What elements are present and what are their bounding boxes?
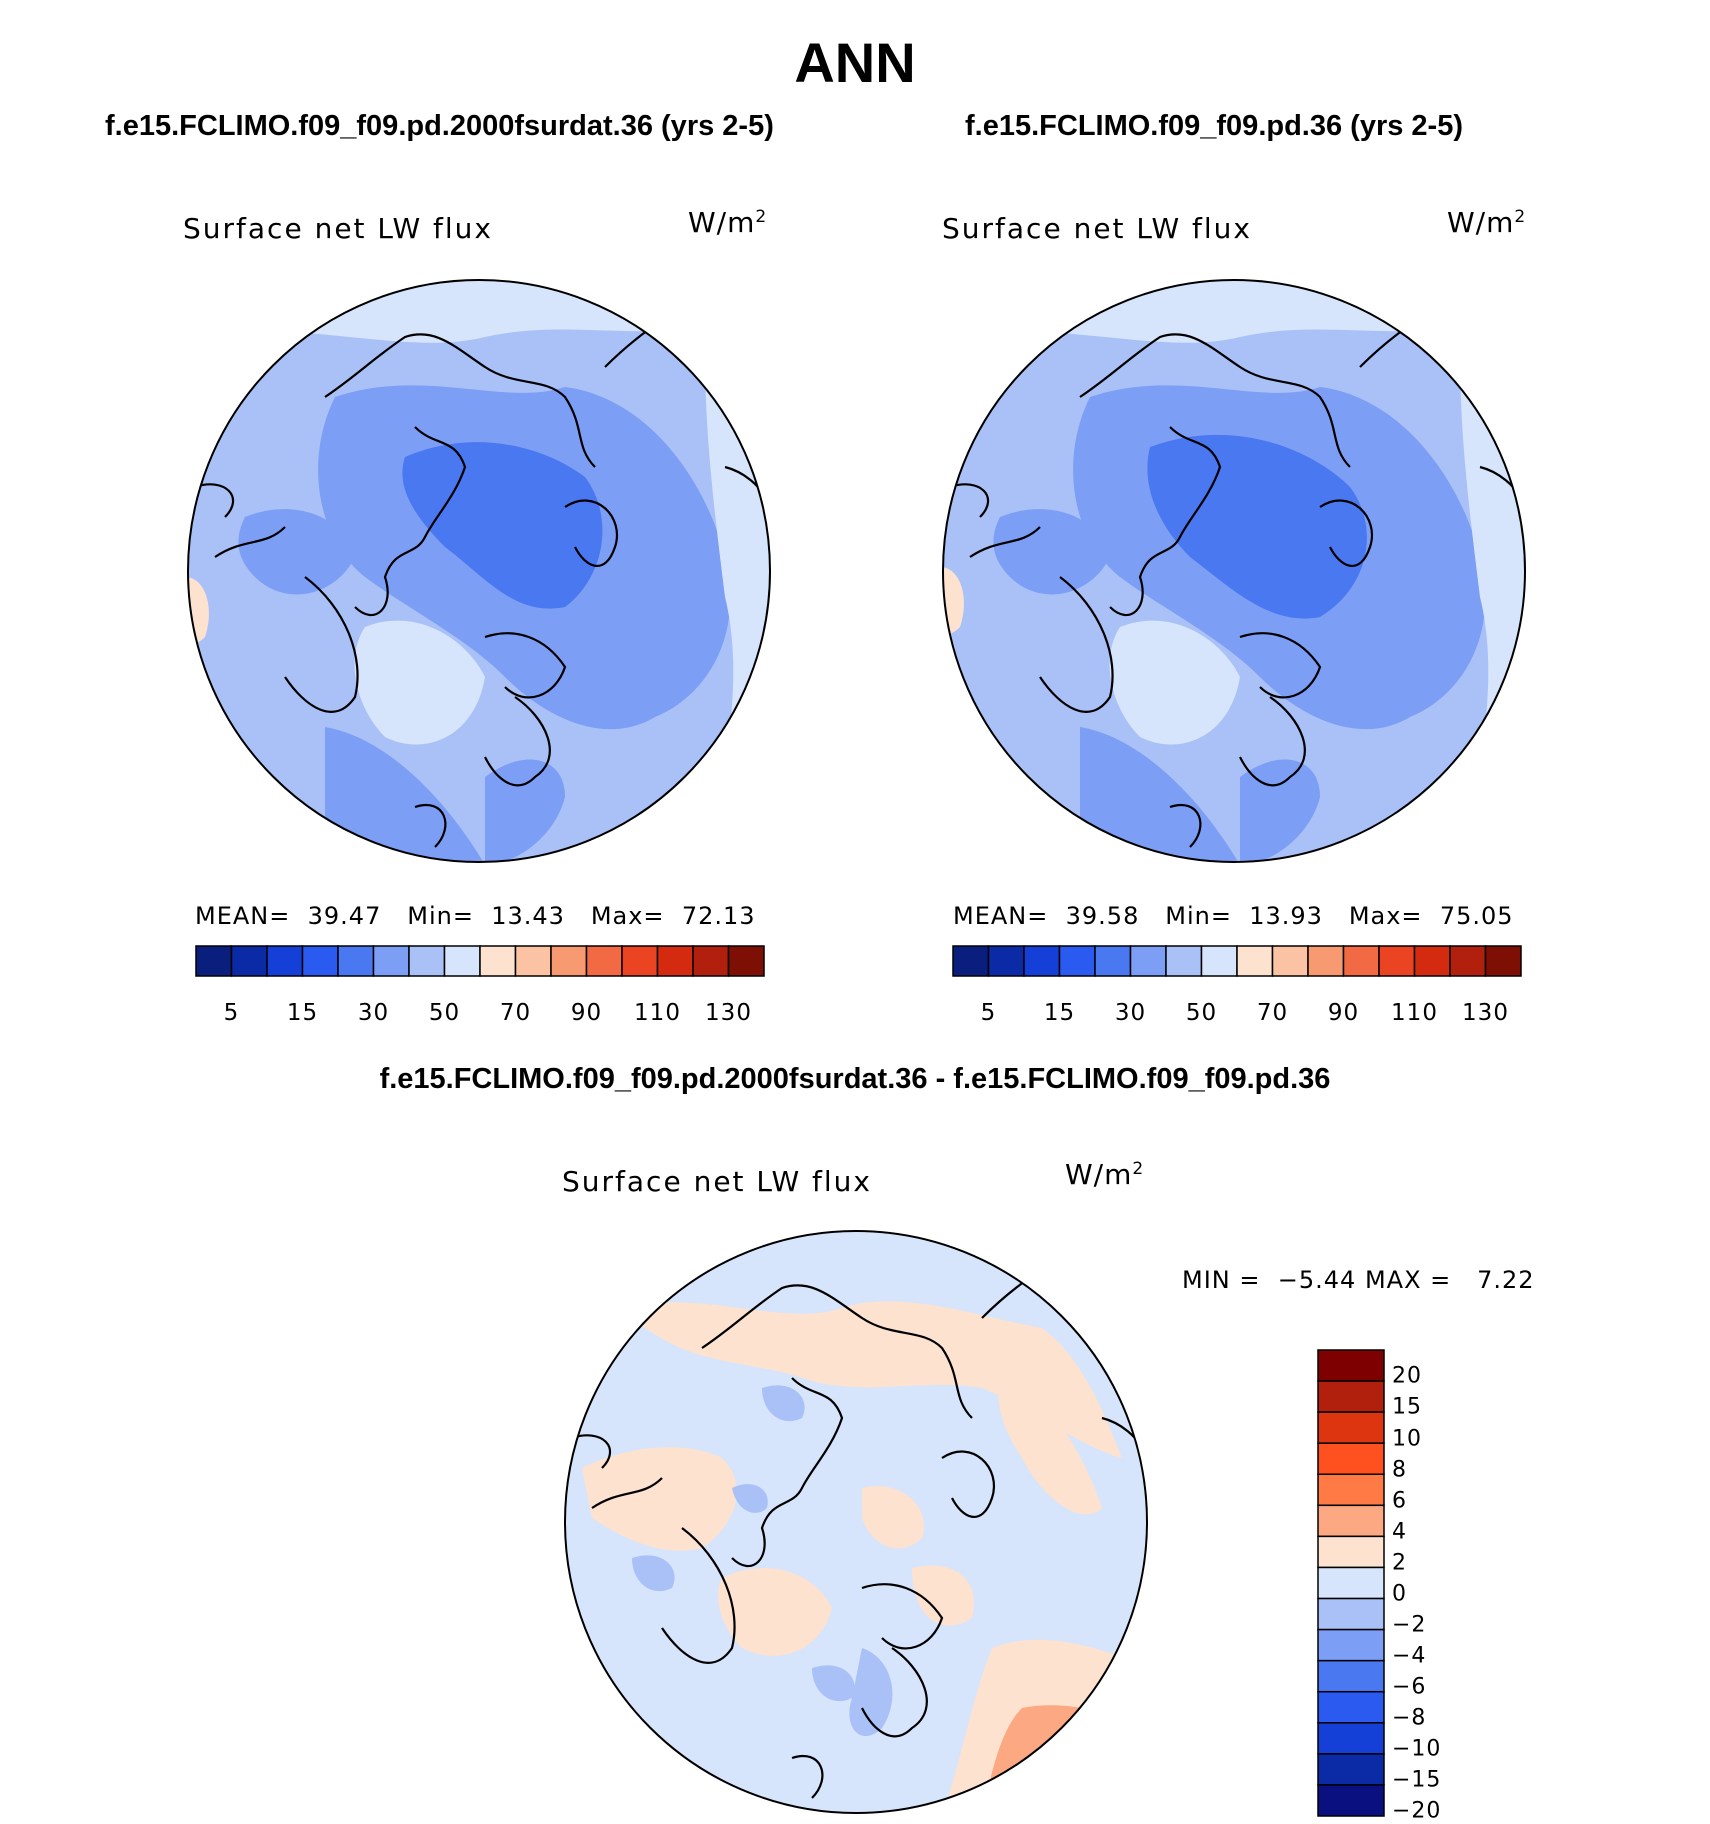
colorbar-swatch <box>1317 1411 1385 1444</box>
colorbar-difference <box>1317 1349 1385 1817</box>
colorbar-swatch <box>1317 1784 1385 1817</box>
colorbar-tick-label: −20 <box>1392 1798 1442 1824</box>
colorbar-swatch <box>952 945 990 977</box>
colorbar-swatch <box>1058 945 1096 977</box>
stats-right: MEAN= 39.58 Min= 13.93 Max= 75.05 <box>953 902 1514 930</box>
colorbar-swatch <box>1307 945 1345 977</box>
colorbar-tick-label: 130 <box>1462 1000 1509 1026</box>
colorbar-swatch <box>443 945 481 977</box>
colorbar-swatch <box>1317 1690 1385 1724</box>
colorbar-tick-label: 6 <box>1392 1488 1407 1514</box>
colorbar-tick-label: 0 <box>1392 1581 1407 1607</box>
variable-label-left: Surface net LW flux <box>183 212 493 245</box>
colorbar-swatch <box>1317 1349 1385 1382</box>
colorbar-swatch <box>656 945 694 977</box>
diff-min-max: MIN = −5.44 MAX = 7.22 <box>1182 1266 1535 1294</box>
colorbar-tick-label: 4 <box>1392 1519 1407 1545</box>
colorbar-swatch <box>585 945 623 977</box>
colorbar-swatch <box>727 945 765 977</box>
colorbar-tick-label: −2 <box>1392 1612 1427 1638</box>
colorbar-tick-label: 2 <box>1392 1550 1407 1576</box>
colorbar-left <box>195 945 765 977</box>
colorbar-swatch <box>230 945 268 977</box>
units-label-right: W/m2 <box>1447 206 1527 239</box>
colorbar-swatch <box>301 945 339 977</box>
colorbar-tick-label: −6 <box>1392 1674 1427 1700</box>
colorbar-tick-label: 15 <box>286 1000 319 1026</box>
colorbar-tick-label: −4 <box>1392 1643 1427 1669</box>
colorbar-swatch <box>1317 1473 1385 1507</box>
polar-map-difference <box>564 1230 1148 1814</box>
colorbar-tick-label: 110 <box>1391 1000 1438 1026</box>
colorbar-swatch <box>1317 1659 1385 1693</box>
polar-map-left <box>187 279 771 863</box>
colorbar-tick-label: 90 <box>1327 1000 1360 1026</box>
colorbar-swatch <box>1023 945 1061 977</box>
variable-label-right: Surface net LW flux <box>942 212 1252 245</box>
colorbar-swatch <box>1317 1597 1385 1631</box>
colorbar-swatch <box>987 945 1025 977</box>
difference-title: f.e15.FCLIMO.f09_f09.pd.2000fsurdat.36 -… <box>379 1063 1331 1095</box>
colorbar-swatch <box>1129 945 1167 977</box>
colorbar-swatch <box>692 945 730 977</box>
colorbar-swatch <box>514 945 552 977</box>
colorbar-tick-label: 5 <box>980 1000 997 1026</box>
colorbar-swatch <box>1317 1722 1385 1755</box>
colorbar-tick-label: 8 <box>1392 1457 1407 1483</box>
colorbar-tick-label: 50 <box>428 1000 461 1026</box>
colorbar-swatch <box>1317 1753 1385 1786</box>
colorbar-swatch <box>1317 1380 1385 1413</box>
colorbar-tick-label: −8 <box>1392 1705 1427 1731</box>
colorbar-tick-label: −15 <box>1392 1767 1442 1793</box>
colorbar-tick-label: 50 <box>1185 1000 1218 1026</box>
colorbar-swatch <box>337 945 375 977</box>
colorbar-swatch <box>479 945 517 977</box>
colorbar-swatch <box>1317 1504 1385 1538</box>
colorbar-right <box>952 945 1522 977</box>
colorbar-swatch <box>1317 1628 1385 1662</box>
colorbar-swatch <box>266 945 304 977</box>
colorbar-swatch <box>372 945 410 977</box>
colorbar-tick-label: 30 <box>1114 1000 1147 1026</box>
colorbar-swatch <box>1317 1535 1385 1569</box>
colorbar-swatch <box>1200 945 1238 977</box>
colorbar-swatch <box>1165 945 1203 977</box>
colorbar-tick-label: 20 <box>1392 1363 1422 1389</box>
colorbar-tick-label: 130 <box>705 1000 752 1026</box>
polar-map-right <box>942 279 1526 863</box>
colorbar-tick-label: 30 <box>357 1000 390 1026</box>
colorbar-tick-label: 10 <box>1392 1426 1422 1452</box>
colorbar-swatch <box>1378 945 1416 977</box>
colorbar-tick-label: 70 <box>1256 1000 1289 1026</box>
colorbar-swatch <box>1271 945 1309 977</box>
case-title-right: f.e15.FCLIMO.f09_f09.pd.36 (yrs 2-5) <box>965 110 1463 142</box>
colorbar-tick-label: 5 <box>223 1000 240 1026</box>
stats-left: MEAN= 39.47 Min= 13.43 Max= 72.13 <box>195 902 756 930</box>
colorbar-swatch <box>1317 1442 1385 1476</box>
colorbar-tick-label: 15 <box>1043 1000 1076 1026</box>
colorbar-swatch <box>1449 945 1487 977</box>
colorbar-swatch <box>550 945 588 977</box>
units-label-left: W/m2 <box>688 206 768 239</box>
colorbar-swatch <box>1094 945 1132 977</box>
colorbar-tick-label: 90 <box>570 1000 603 1026</box>
colorbar-swatch <box>1413 945 1451 977</box>
colorbar-swatch <box>195 945 233 977</box>
colorbar-tick-label: −10 <box>1392 1736 1442 1762</box>
variable-label-diff: Surface net LW flux <box>562 1165 872 1198</box>
units-label-diff: W/m2 <box>1065 1158 1145 1191</box>
colorbar-swatch <box>1484 945 1522 977</box>
colorbar-tick-label: 70 <box>499 1000 532 1026</box>
season-title: ANN <box>794 31 916 94</box>
colorbar-swatch <box>621 945 659 977</box>
colorbar-tick-label: 15 <box>1392 1394 1422 1420</box>
colorbar-swatch <box>1317 1566 1385 1600</box>
colorbar-swatch <box>408 945 446 977</box>
case-title-left: f.e15.FCLIMO.f09_f09.pd.2000fsurdat.36 (… <box>105 110 774 142</box>
colorbar-swatch <box>1236 945 1274 977</box>
colorbar-tick-label: 110 <box>634 1000 681 1026</box>
colorbar-swatch <box>1342 945 1380 977</box>
